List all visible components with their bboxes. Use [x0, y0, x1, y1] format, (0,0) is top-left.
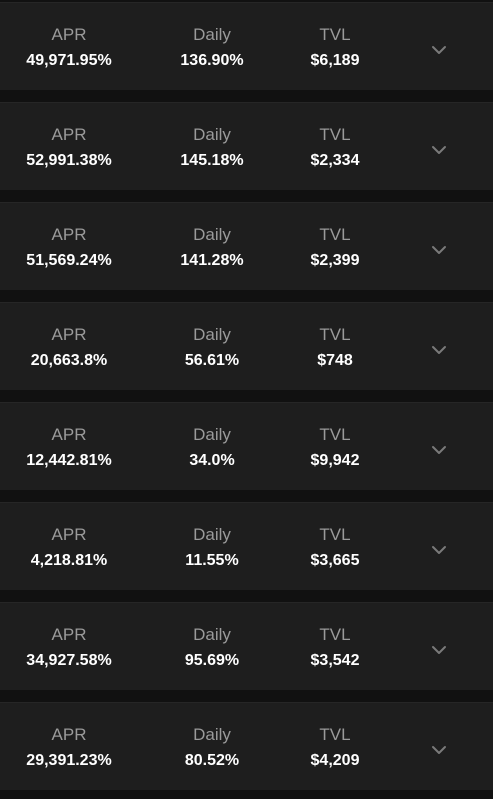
apr-value: 29,391.23% — [26, 752, 112, 769]
apr-label: APR — [51, 625, 87, 644]
daily-label: Daily — [193, 225, 231, 244]
tvl-stat: TVL $3,542 — [280, 603, 390, 691]
apr-stat: APR 34,927.58% — [4, 603, 134, 691]
apr-value: 34,927.58% — [26, 652, 112, 669]
tvl-label: TVL — [319, 525, 351, 544]
tvl-value: $6,189 — [310, 52, 360, 69]
apr-value: 4,218.81% — [30, 552, 108, 569]
pool-row[interactable]: APR 4,218.81% Daily 11.55% TVL $3,665 — [0, 502, 493, 590]
daily-value: 34.0% — [189, 452, 235, 469]
pool-row[interactable]: APR 34,927.58% Daily 95.69% TVL $3,542 — [0, 602, 493, 690]
daily-label: Daily — [193, 325, 231, 344]
tvl-label: TVL — [319, 625, 351, 644]
expand-button[interactable] — [424, 635, 454, 665]
daily-label: Daily — [193, 25, 231, 44]
apr-stat: APR 51,569.24% — [4, 203, 134, 291]
daily-label: Daily — [193, 425, 231, 444]
pool-row[interactable]: APR 29,391.23% Daily 80.52% TVL $4,209 — [0, 702, 493, 790]
daily-stat: Daily 145.18% — [150, 103, 274, 191]
chevron-down-icon — [432, 246, 446, 254]
chevron-down-icon — [432, 146, 446, 154]
daily-value: 56.61% — [184, 352, 240, 369]
apr-stat: APR 52,991.38% — [4, 103, 134, 191]
tvl-value: $748 — [317, 352, 353, 369]
tvl-label: TVL — [319, 225, 351, 244]
daily-stat: Daily 136.90% — [150, 3, 274, 91]
expand-button[interactable] — [424, 535, 454, 565]
tvl-stat: TVL $2,334 — [280, 103, 390, 191]
apr-stat: APR 29,391.23% — [4, 703, 134, 791]
daily-value: 80.52% — [184, 752, 240, 769]
expand-button[interactable] — [424, 35, 454, 65]
tvl-stat: TVL $3,665 — [280, 503, 390, 591]
tvl-value: $2,334 — [310, 152, 360, 169]
chevron-down-icon — [432, 46, 446, 54]
daily-value: 11.55% — [185, 552, 239, 569]
tvl-stat: TVL $748 — [280, 303, 390, 391]
tvl-stat: TVL $6,189 — [280, 3, 390, 91]
daily-stat: Daily 141.28% — [150, 203, 274, 291]
expand-button[interactable] — [424, 735, 454, 765]
daily-value: 136.90% — [180, 52, 244, 69]
pool-row[interactable]: APR 12,442.81% Daily 34.0% TVL $9,942 — [0, 402, 493, 490]
tvl-value: $9,942 — [310, 452, 360, 469]
daily-value: 141.28% — [180, 252, 244, 269]
pool-row[interactable]: APR 49,971.95% Daily 136.90% TVL $6,189 — [0, 2, 493, 90]
apr-value: 12,442.81% — [26, 452, 112, 469]
daily-stat: Daily 80.52% — [150, 703, 274, 791]
tvl-label: TVL — [319, 25, 351, 44]
daily-value: 95.69% — [184, 652, 240, 669]
tvl-label: TVL — [319, 325, 351, 344]
apr-label: APR — [51, 25, 87, 44]
daily-label: Daily — [193, 625, 231, 644]
apr-value: 49,971.95% — [26, 52, 112, 69]
tvl-label: TVL — [319, 725, 351, 744]
apr-value: 52,991.38% — [26, 152, 112, 169]
daily-stat: Daily 34.0% — [150, 403, 274, 491]
pool-row[interactable]: APR 51,569.24% Daily 141.28% TVL $2,399 — [0, 202, 493, 290]
chevron-down-icon — [432, 746, 446, 754]
chevron-down-icon — [432, 346, 446, 354]
apr-stat: APR 20,663.8% — [4, 303, 134, 391]
apr-value: 20,663.8% — [30, 352, 108, 369]
tvl-value: $3,665 — [310, 552, 360, 569]
chevron-down-icon — [432, 546, 446, 554]
tvl-value: $2,399 — [310, 252, 360, 269]
pool-row[interactable]: APR 20,663.8% Daily 56.61% TVL $748 — [0, 302, 493, 390]
apr-stat: APR 12,442.81% — [4, 403, 134, 491]
apr-label: APR — [51, 325, 87, 344]
tvl-stat: TVL $4,209 — [280, 703, 390, 791]
apr-label: APR — [51, 725, 87, 744]
pool-row[interactable]: APR 52,991.38% Daily 145.18% TVL $2,334 — [0, 102, 493, 190]
apr-stat: APR 4,218.81% — [4, 503, 134, 591]
apr-label: APR — [51, 425, 87, 444]
tvl-label: TVL — [319, 425, 351, 444]
expand-button[interactable] — [424, 335, 454, 365]
daily-stat: Daily 11.55% — [150, 503, 274, 591]
expand-button[interactable] — [424, 135, 454, 165]
daily-label: Daily — [193, 725, 231, 744]
daily-stat: Daily 56.61% — [150, 303, 274, 391]
apr-value: 51,569.24% — [26, 252, 112, 269]
apr-label: APR — [51, 225, 87, 244]
daily-stat: Daily 95.69% — [150, 603, 274, 691]
apr-stat: APR 49,971.95% — [4, 3, 134, 91]
tvl-value: $4,209 — [310, 752, 360, 769]
daily-label: Daily — [193, 125, 231, 144]
daily-value: 145.18% — [180, 152, 244, 169]
expand-button[interactable] — [424, 235, 454, 265]
tvl-stat: TVL $2,399 — [280, 203, 390, 291]
tvl-label: TVL — [319, 125, 351, 144]
apr-label: APR — [51, 125, 87, 144]
daily-label: Daily — [193, 525, 231, 544]
expand-button[interactable] — [424, 435, 454, 465]
tvl-stat: TVL $9,942 — [280, 403, 390, 491]
apr-label: APR — [51, 525, 87, 544]
chevron-down-icon — [432, 646, 446, 654]
chevron-down-icon — [432, 446, 446, 454]
tvl-value: $3,542 — [310, 652, 360, 669]
